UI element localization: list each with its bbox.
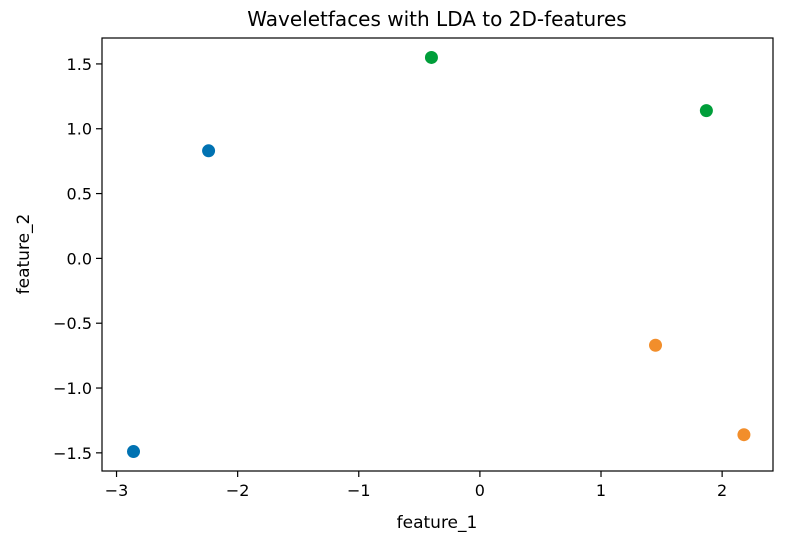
y-axis: −1.5 −1.0 −0.5 0.0 0.5 1.0 1.5 [53,55,102,463]
data-point [649,338,663,352]
y-tick-label: 1.0 [67,120,92,139]
x-axis: −3 −2 −1 0 1 2 [105,471,727,500]
x-tick-label: 1 [596,481,606,500]
data-point [737,428,751,442]
x-tick-label: −3 [105,481,129,500]
y-tick-label: 1.5 [67,55,92,74]
data-point [202,144,216,158]
data-point [699,104,713,118]
y-tick-label: −1.5 [53,444,92,463]
x-tick-label: −1 [347,481,371,500]
chart-title: Waveletfaces with LDA to 2D-features [247,7,626,31]
y-tick-label: −1.0 [53,379,92,398]
y-tick-label: 0.0 [67,249,92,268]
x-tick-label: 2 [717,481,727,500]
plot-frame [101,37,774,472]
y-tick-label: −0.5 [53,314,92,333]
plot-area [126,50,751,459]
data-point [424,50,438,64]
y-tick-label: 0.5 [67,185,92,204]
x-tick-label: −2 [226,481,250,500]
x-axis-label: feature_1 [397,513,478,533]
y-axis-label: feature_2 [14,214,34,295]
x-tick-label: 0 [475,481,485,500]
data-point [126,445,140,459]
